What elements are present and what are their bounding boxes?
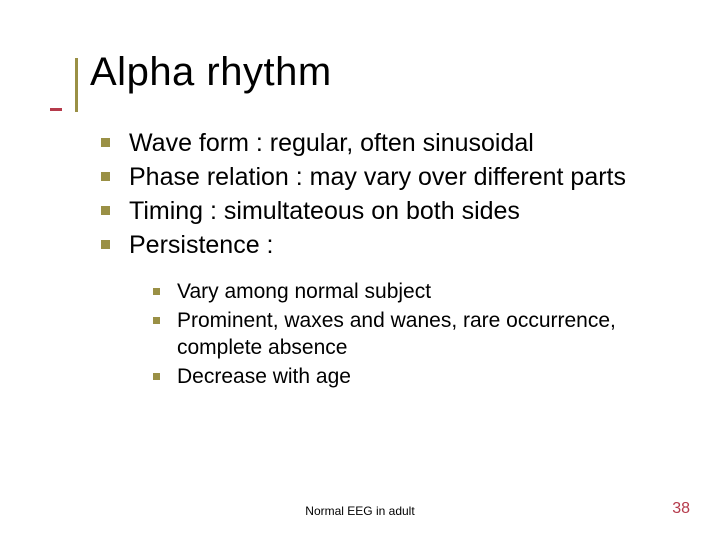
accent-bar bbox=[75, 58, 78, 112]
accent-notch bbox=[50, 108, 62, 111]
bullet-item: Phase relation : may vary over different… bbox=[101, 161, 680, 193]
page-number: 38 bbox=[672, 500, 690, 518]
sub-bullet-list: Vary among normal subject Prominent, wax… bbox=[153, 279, 680, 391]
bullet-item: Timing : simultateous on both sides bbox=[101, 195, 680, 227]
slide-title: Alpha rhythm bbox=[90, 50, 680, 95]
sub-bullet-item: Decrease with age bbox=[153, 364, 680, 391]
bullet-item: Persistence : bbox=[101, 229, 680, 261]
sub-bullet-item: Prominent, waxes and wanes, rare occurre… bbox=[153, 308, 680, 362]
bullet-item: Wave form : regular, often sinusoidal bbox=[101, 127, 680, 159]
bullet-list: Wave form : regular, often sinusoidal Ph… bbox=[101, 127, 680, 261]
sub-bullet-item: Vary among normal subject bbox=[153, 279, 680, 306]
slide: Alpha rhythm Wave form : regular, often … bbox=[0, 0, 720, 540]
footer-text: Normal EEG in adult bbox=[0, 504, 720, 518]
